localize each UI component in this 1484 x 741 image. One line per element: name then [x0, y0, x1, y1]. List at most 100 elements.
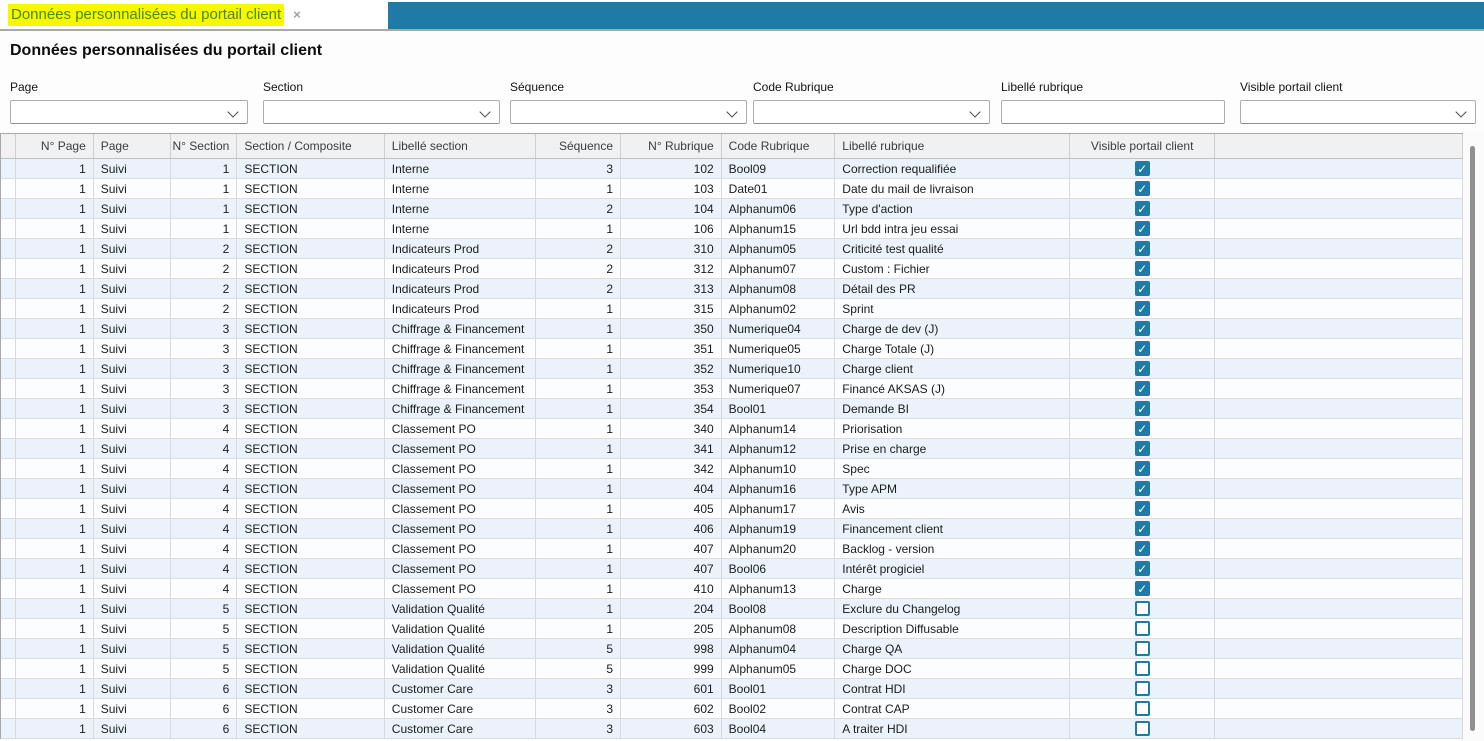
cell-n_rubrique[interactable]: 313 — [621, 279, 722, 298]
cell-code[interactable]: Alphanum10 — [722, 459, 836, 478]
cell-lib_section[interactable]: Chiffrage & Financement — [385, 359, 537, 378]
visible-checkbox-unchecked[interactable] — [1134, 661, 1150, 676]
cell-sequence[interactable]: 1 — [536, 339, 621, 358]
visible-checkbox-checked[interactable] — [1134, 401, 1150, 416]
visible-checkbox-checked[interactable] — [1134, 181, 1150, 196]
cell-sequence[interactable]: 1 — [536, 559, 621, 578]
cell-composite[interactable]: SECTION — [237, 419, 385, 438]
visible-checkbox-checked[interactable] — [1134, 161, 1150, 176]
cell-composite[interactable]: SECTION — [237, 699, 385, 718]
cell-composite[interactable]: SECTION — [237, 679, 385, 698]
column-header-n_section[interactable]: N° Section — [171, 134, 238, 158]
cell-composite[interactable]: SECTION — [237, 239, 385, 258]
cell-code[interactable]: Alphanum17 — [722, 499, 836, 518]
cell-n_section[interactable]: 4 — [171, 559, 238, 578]
cell-composite[interactable]: SECTION — [237, 359, 385, 378]
cell-n_rubrique[interactable]: 342 — [621, 459, 722, 478]
cell-visible[interactable] — [1070, 579, 1215, 598]
visible-checkbox-checked[interactable] — [1134, 301, 1150, 316]
cell-page[interactable]: Suivi — [94, 319, 171, 338]
cell-sequence[interactable]: 1 — [536, 619, 621, 638]
cell-lib_section[interactable]: Classement PO — [385, 519, 537, 538]
cell-libelle[interactable]: Charge de dev (J) — [835, 319, 1071, 338]
cell-lib_section[interactable]: Interne — [385, 159, 537, 178]
table-row[interactable]: 1 Suivi 2 SECTION Indicateurs Prod 1 315 Alphan… — [1, 299, 1464, 319]
cell-page[interactable]: Suivi — [94, 239, 171, 258]
cell-composite[interactable]: SECTION — [237, 219, 385, 238]
visible-checkbox-checked[interactable] — [1134, 201, 1150, 216]
cell-composite[interactable]: SECTION — [237, 559, 385, 578]
cell-libelle[interactable]: A traiter HDI — [835, 719, 1071, 738]
cell-sequence[interactable]: 3 — [536, 699, 621, 718]
cell-n_page[interactable]: 1 — [16, 439, 94, 458]
cell-visible[interactable] — [1070, 279, 1215, 298]
cell-lib_section[interactable]: Chiffrage & Financement — [385, 379, 537, 398]
cell-code[interactable]: Alphanum19 — [722, 519, 836, 538]
cell-visible[interactable] — [1070, 379, 1215, 398]
cell-n_page[interactable]: 1 — [16, 539, 94, 558]
cell-code[interactable]: Numerique04 — [722, 319, 836, 338]
close-icon[interactable]: × — [293, 7, 301, 22]
cell-code[interactable]: Alphanum16 — [722, 479, 836, 498]
cell-n_rubrique[interactable]: 315 — [621, 299, 722, 318]
cell-n_section[interactable]: 2 — [171, 259, 238, 278]
cell-n_section[interactable]: 4 — [171, 459, 238, 478]
cell-libelle[interactable]: Charge — [835, 579, 1071, 598]
cell-page[interactable]: Suivi — [94, 399, 171, 418]
cell-n_page[interactable]: 1 — [16, 179, 94, 198]
visible-checkbox-unchecked[interactable] — [1134, 701, 1150, 716]
cell-libelle[interactable]: Détail des PR — [835, 279, 1071, 298]
cell-composite[interactable]: SECTION — [237, 539, 385, 558]
cell-visible[interactable] — [1070, 679, 1215, 698]
cell-n_page[interactable]: 1 — [16, 339, 94, 358]
cell-visible[interactable] — [1070, 219, 1215, 238]
cell-composite[interactable]: SECTION — [237, 599, 385, 618]
cell-composite[interactable]: SECTION — [237, 319, 385, 338]
cell-n_section[interactable]: 2 — [171, 299, 238, 318]
cell-lib_section[interactable]: Validation Qualité — [385, 639, 537, 658]
libelle-rubrique-filter-input[interactable] — [1002, 101, 1224, 123]
cell-n_rubrique[interactable]: 406 — [621, 519, 722, 538]
cell-code[interactable]: Bool08 — [722, 599, 836, 618]
cell-page[interactable]: Suivi — [94, 299, 171, 318]
cell-page[interactable]: Suivi — [94, 459, 171, 478]
cell-code[interactable]: Alphanum05 — [722, 239, 836, 258]
table-row[interactable]: 1 Suivi 2 SECTION Indicateurs Prod 2 313 Alphan… — [1, 279, 1464, 299]
cell-page[interactable]: Suivi — [94, 419, 171, 438]
cell-n_page[interactable]: 1 — [16, 259, 94, 278]
cell-n_section[interactable]: 5 — [171, 659, 238, 678]
cell-page[interactable]: Suivi — [94, 659, 171, 678]
cell-n_page[interactable]: 1 — [16, 659, 94, 678]
cell-code[interactable]: Bool09 — [722, 159, 836, 178]
table-row[interactable]: 1 Suivi 4 SECTION Classement PO 1 340 Alphanum1… — [1, 419, 1464, 439]
cell-lib_section[interactable]: Interne — [385, 219, 537, 238]
tab-donnees-personnalisees[interactable]: Données personnalisées du portail client… — [0, 0, 311, 29]
cell-visible[interactable] — [1070, 699, 1215, 718]
cell-sequence[interactable]: 1 — [536, 379, 621, 398]
cell-page[interactable]: Suivi — [94, 439, 171, 458]
cell-visible[interactable] — [1070, 259, 1215, 278]
cell-composite[interactable]: SECTION — [237, 259, 385, 278]
cell-libelle[interactable]: Correction requalifiée — [835, 159, 1071, 178]
cell-n_page[interactable]: 1 — [16, 279, 94, 298]
cell-n_rubrique[interactable]: 354 — [621, 399, 722, 418]
cell-n_section[interactable]: 3 — [171, 379, 238, 398]
cell-composite[interactable]: SECTION — [237, 199, 385, 218]
cell-lib_section[interactable]: Classement PO — [385, 559, 537, 578]
cell-n_rubrique[interactable]: 353 — [621, 379, 722, 398]
cell-lib_section[interactable]: Classement PO — [385, 579, 537, 598]
visible-checkbox-checked[interactable] — [1134, 221, 1150, 236]
table-row[interactable]: 1 Suivi 4 SECTION Classement PO 1 406 Alphanum1… — [1, 519, 1464, 539]
cell-n_page[interactable]: 1 — [16, 559, 94, 578]
cell-n_rubrique[interactable]: 407 — [621, 539, 722, 558]
cell-libelle[interactable]: Financement client — [835, 519, 1071, 538]
cell-n_section[interactable]: 4 — [171, 479, 238, 498]
table-row[interactable]: 1 Suivi 1 SECTION Interne 1 103 Date01 Date du m… — [1, 179, 1464, 199]
cell-libelle[interactable]: Description Diffusable — [835, 619, 1071, 638]
cell-libelle[interactable]: Spec — [835, 459, 1071, 478]
visible-checkbox-checked[interactable] — [1134, 381, 1150, 396]
cell-page[interactable]: Suivi — [94, 719, 171, 738]
visible-checkbox-checked[interactable] — [1134, 341, 1150, 356]
cell-libelle[interactable]: Charge Totale (J) — [835, 339, 1071, 358]
table-row[interactable]: 1 Suivi 6 SECTION Customer Care 3 601 Bool01 Con… — [1, 679, 1464, 699]
